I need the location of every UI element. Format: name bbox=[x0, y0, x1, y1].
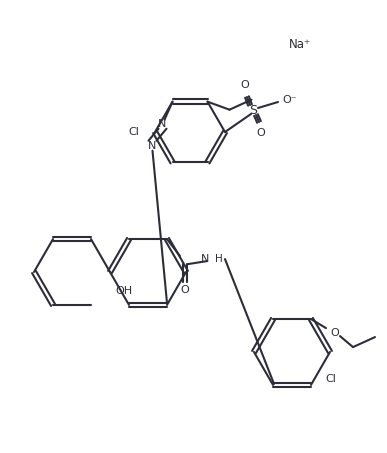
Text: N: N bbox=[158, 119, 167, 129]
Text: Cl: Cl bbox=[325, 374, 336, 384]
Text: Na⁺: Na⁺ bbox=[289, 39, 311, 52]
Text: N: N bbox=[148, 141, 157, 151]
Text: O: O bbox=[330, 328, 339, 338]
Text: H: H bbox=[215, 254, 223, 264]
Text: O: O bbox=[241, 80, 249, 90]
Text: O⁻: O⁻ bbox=[283, 95, 297, 105]
Text: OH: OH bbox=[115, 286, 133, 296]
Text: S: S bbox=[249, 103, 257, 116]
Text: O: O bbox=[181, 285, 189, 295]
Text: Cl: Cl bbox=[128, 127, 139, 137]
Text: O: O bbox=[257, 128, 265, 138]
Text: N: N bbox=[200, 254, 209, 264]
